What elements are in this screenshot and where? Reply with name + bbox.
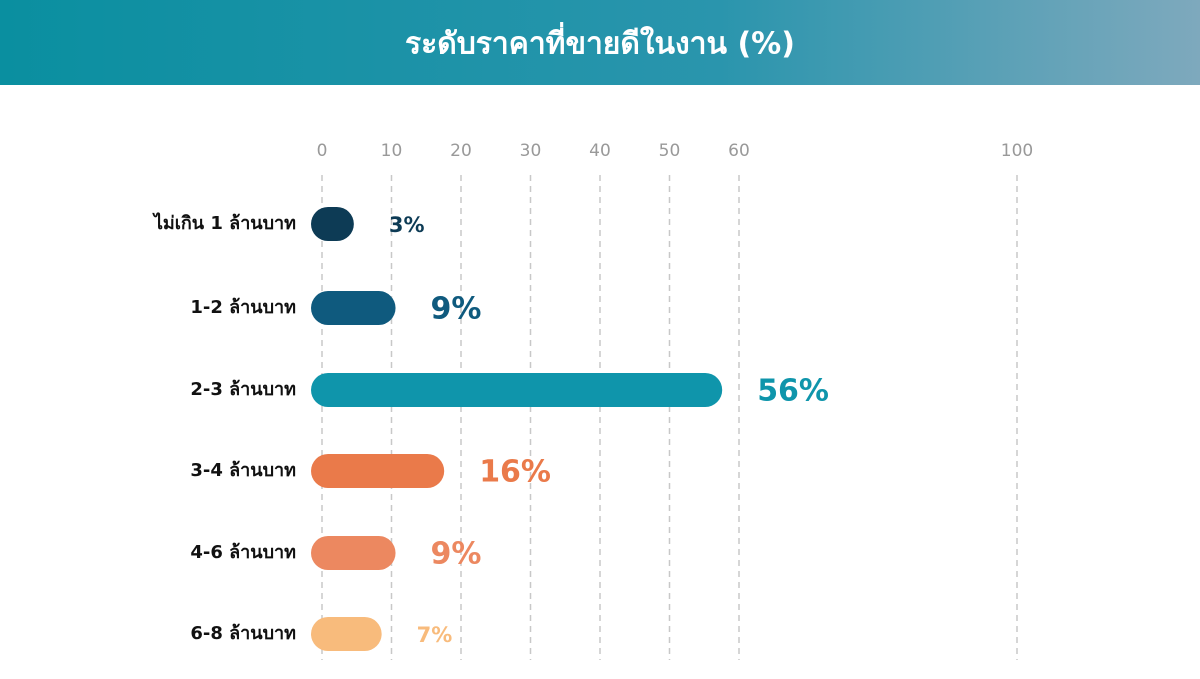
x-tick-label: 10 <box>381 141 403 161</box>
chart-title: ระดับราคาที่ขายดีในงาน (%) <box>405 22 795 62</box>
header-band <box>0 0 1200 85</box>
value-label: 7% <box>417 623 453 647</box>
y-tick-label: ไม่เกิน 1 ล้านบาท <box>152 212 296 234</box>
y-tick-label: 4-6 ล้านบาท <box>190 542 296 563</box>
y-tick-label: 1-2 ล้านบาท <box>190 297 296 318</box>
bar <box>311 454 445 488</box>
y-tick-label: 2-3 ล้านบาท <box>190 379 296 400</box>
bar <box>311 617 382 651</box>
bar <box>311 536 396 570</box>
value-label: 9% <box>431 537 482 572</box>
x-tick-label: 60 <box>728 141 750 161</box>
value-label: 3% <box>389 213 425 237</box>
bar <box>311 207 354 241</box>
x-tick-label: 50 <box>659 141 681 161</box>
x-tick-label: 0 <box>317 141 328 161</box>
bar <box>311 373 723 407</box>
x-tick-label: 40 <box>589 141 611 161</box>
value-label: 9% <box>431 292 482 327</box>
x-tick-label: 20 <box>450 141 472 161</box>
y-tick-label: 3-4 ล้านบาท <box>190 460 296 481</box>
x-tick-label: 100 <box>1001 141 1033 161</box>
value-label: 16% <box>479 455 551 490</box>
value-label: 56% <box>757 374 829 409</box>
y-tick-label: 6-8 ล้านบาท <box>190 623 296 644</box>
bar <box>311 291 396 325</box>
x-tick-label: 30 <box>520 141 542 161</box>
